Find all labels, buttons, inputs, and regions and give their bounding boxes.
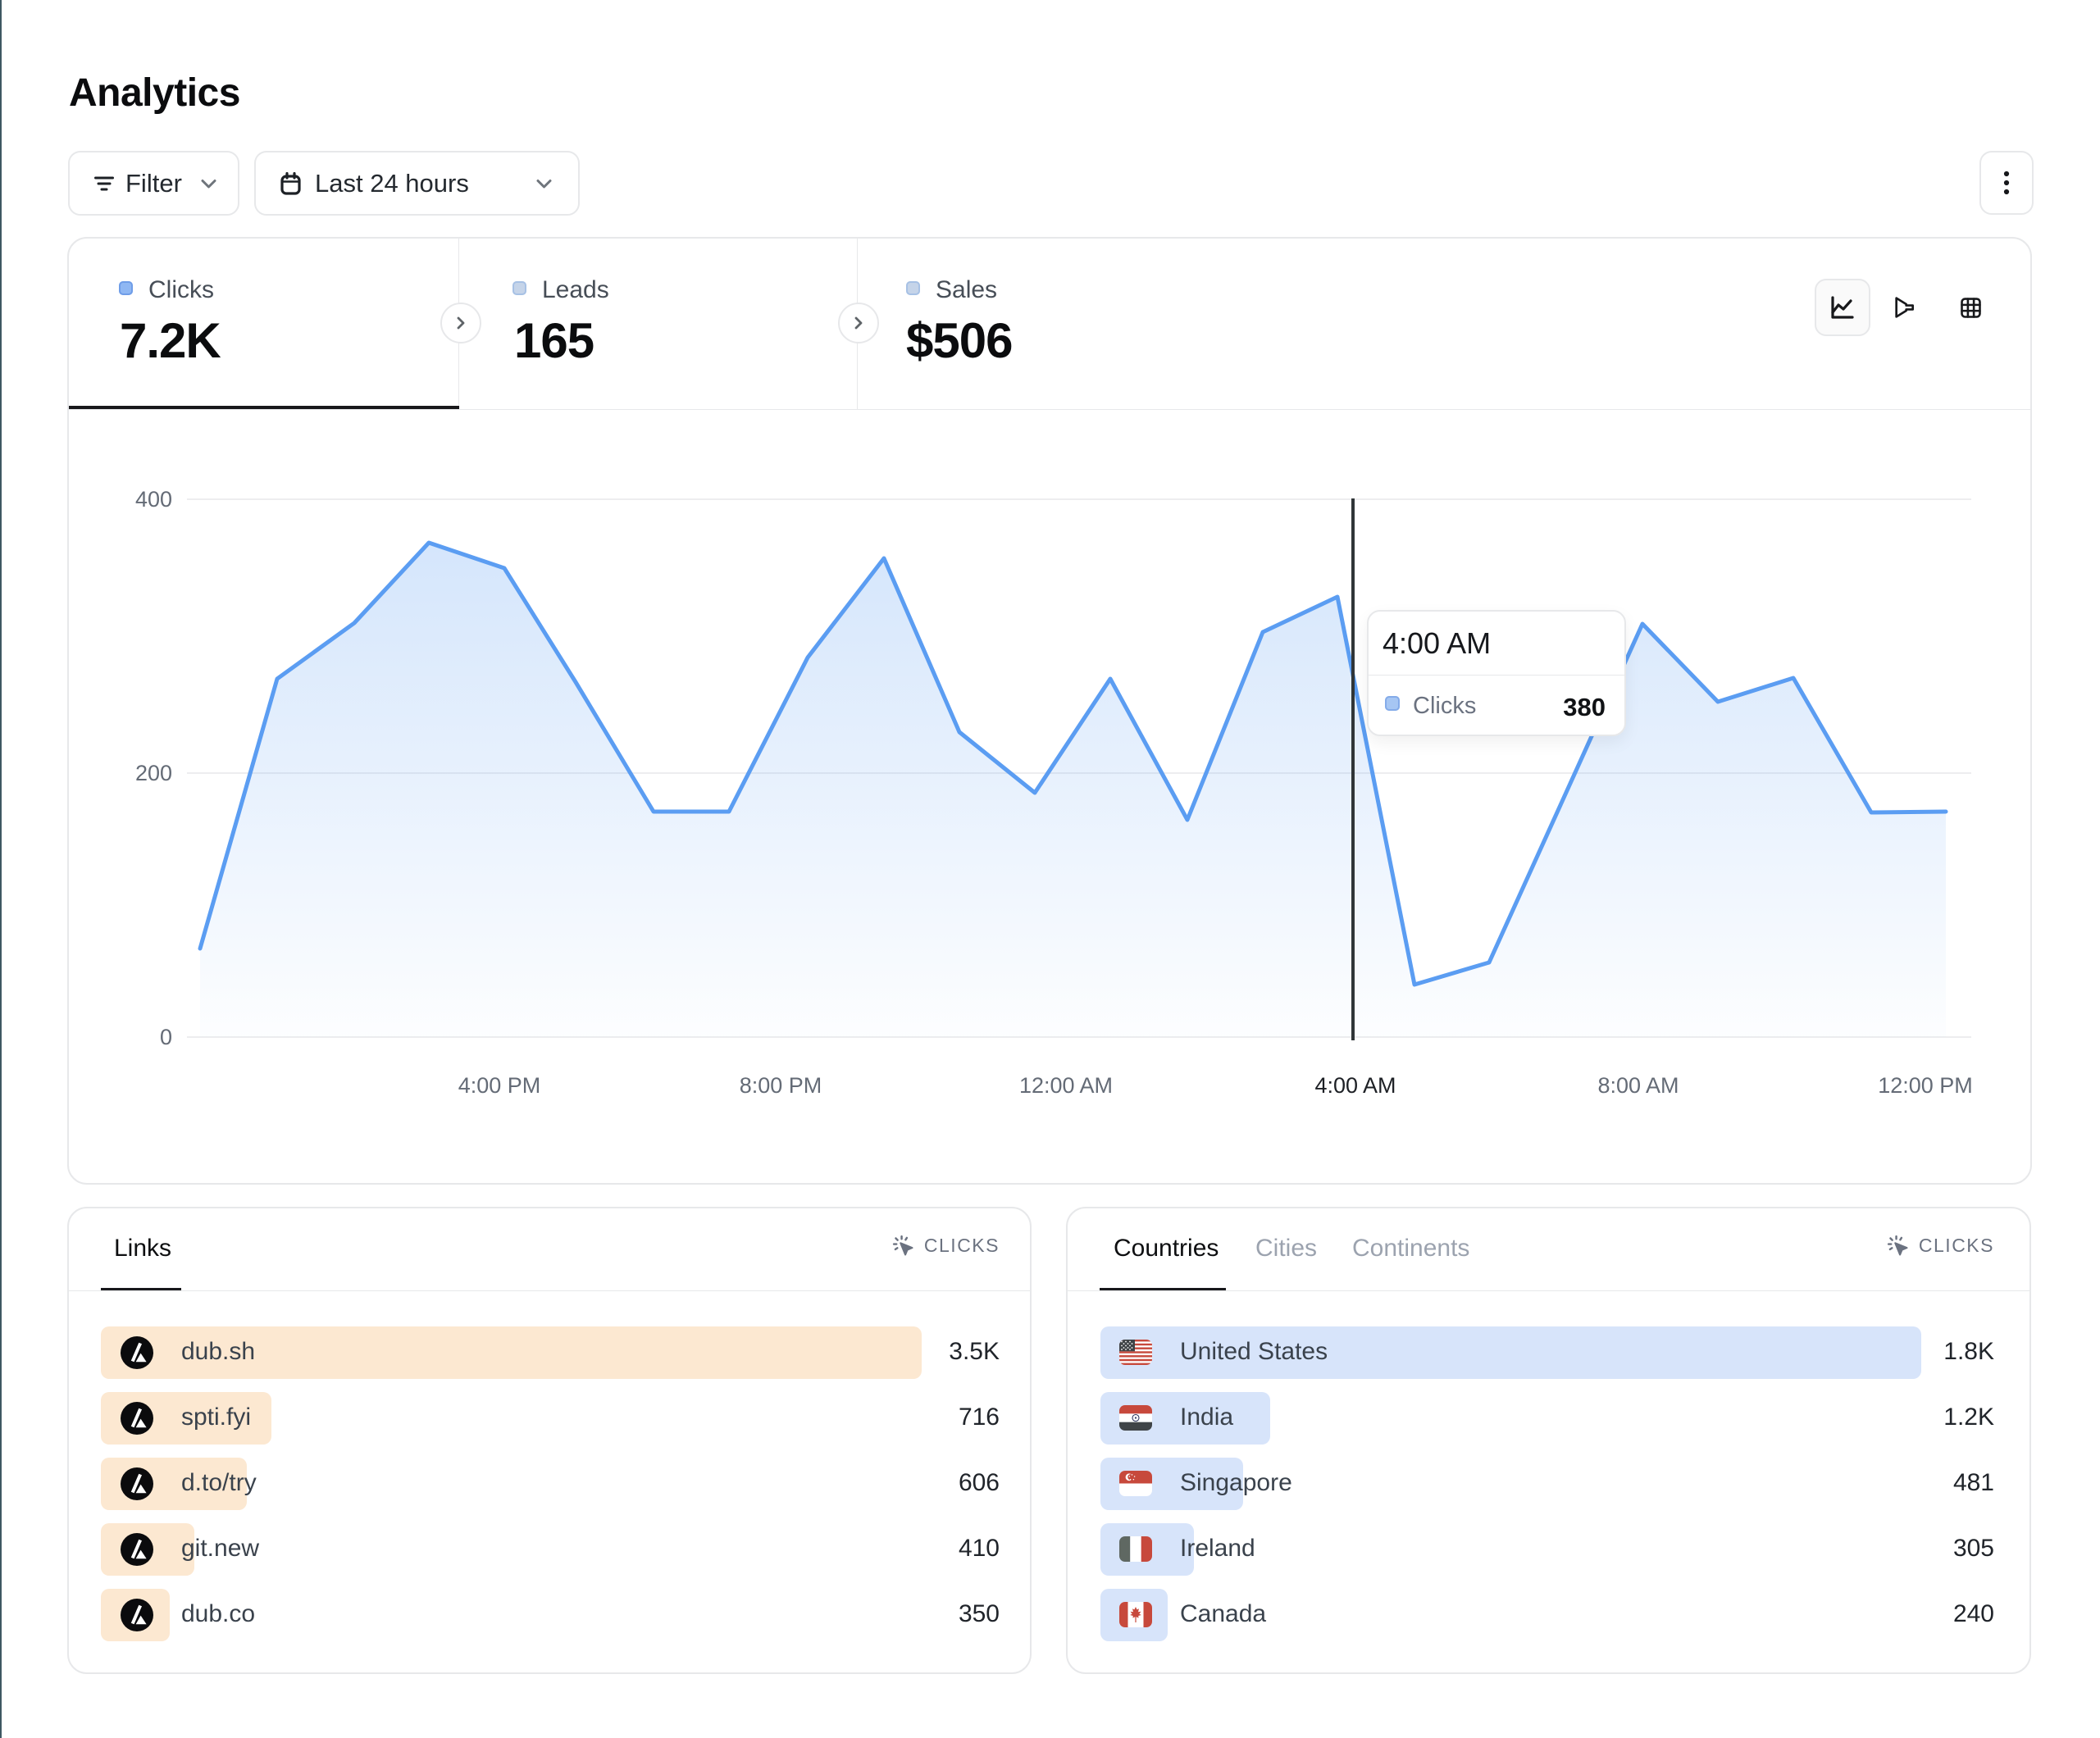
svg-text:8:00 PM: 8:00 PM (740, 1073, 822, 1098)
svg-text:0: 0 (160, 1025, 172, 1049)
svg-text:8:00 AM: 8:00 AM (1597, 1073, 1679, 1098)
svg-text:12:00 PM: 12:00 PM (1878, 1073, 1973, 1098)
svg-text:400: 400 (135, 487, 172, 512)
svg-text:200: 200 (135, 761, 172, 785)
svg-text:4:00 AM: 4:00 AM (1314, 1073, 1396, 1098)
svg-text:4:00 PM: 4:00 PM (458, 1073, 541, 1098)
svg-text:12:00 AM: 12:00 AM (1019, 1073, 1113, 1098)
